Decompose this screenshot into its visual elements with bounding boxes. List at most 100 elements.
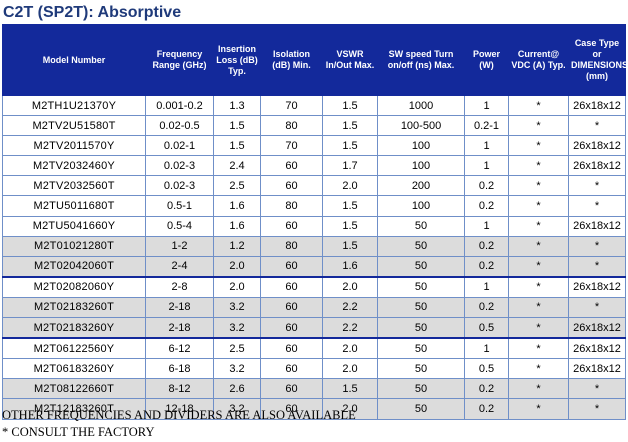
table-row: M2T06122560Y 6-12 2.5 60 2.0 50 1 * 26x18x12 [2, 337, 626, 360]
cell-vswr: 1.5 [322, 115, 378, 137]
cell-vswr: 2.0 [322, 175, 378, 197]
cell-case-type: 26x18x12 [568, 94, 626, 117]
cell-current: * [508, 296, 569, 319]
cell-frequency-range: 0.02-3 [145, 155, 214, 177]
cell-power: 1 [464, 337, 509, 360]
cell-isolation: 60 [260, 337, 323, 360]
cell-vswr: 2.2 [322, 296, 378, 319]
cell-case-type: 26x18x12 [568, 135, 626, 157]
cell-case-type: 26x18x12 [568, 155, 626, 177]
cell-current: * [508, 175, 569, 197]
cell-current: * [508, 275, 569, 298]
header-isolation: Isolation (dB) Min. [260, 24, 323, 96]
table-row: M2TV2032460Y 0.02-3 2.4 60 1.7 100 1 * 26x18x12 [2, 155, 626, 177]
cell-frequency-range: 6-18 [145, 358, 214, 380]
table-row: M2T02082060Y 2-8 2.0 60 2.0 50 1 * 26x18x12 [2, 275, 626, 298]
cell-case-type: 26x18x12 [568, 358, 626, 380]
cell-case-type: * [568, 255, 626, 278]
cell-isolation: 60 [260, 398, 323, 420]
cell-isolation: 60 [260, 358, 323, 380]
cell-frequency-range: 0.02-3 [145, 175, 214, 197]
cell-insertion-loss: 2.6 [213, 378, 261, 400]
cell-vswr: 1.5 [322, 378, 378, 400]
cell-sw-speed: 50 [377, 296, 465, 319]
header-model-number: Model Number [2, 24, 146, 96]
cell-frequency-range: 2-8 [145, 275, 214, 298]
table-row: M2TV2032560T 0.02-3 2.5 60 2.0 200 0.2 * * [2, 175, 626, 197]
cell-sw-speed: 50 [377, 255, 465, 278]
cell-insertion-loss: 1.5 [213, 135, 261, 157]
cell-case-type: 26x18x12 [568, 215, 626, 237]
cell-insertion-loss: 3.2 [213, 398, 261, 420]
cell-case-type: * [568, 175, 626, 197]
cell-case-type: * [568, 235, 626, 257]
cell-current: * [508, 215, 569, 237]
cell-model-number: M2T02183260T [2, 296, 146, 319]
cell-current: * [508, 195, 569, 217]
cell-vswr: 2.0 [322, 358, 378, 380]
cell-frequency-range: 0.001-0.2 [145, 94, 214, 117]
cell-power: 0.2 [464, 378, 509, 400]
table-row: M2T02042060T 2-4 2.0 60 1.6 50 0.2 * * [2, 255, 626, 278]
cell-model-number: M2TU5011680T [2, 195, 146, 217]
cell-isolation: 60 [260, 317, 323, 339]
cell-sw-speed: 50 [377, 235, 465, 257]
cell-frequency-range: 12-18 [145, 398, 214, 420]
table-row: M2T02183260Y 2-18 3.2 60 2.2 50 0.5 * 26x18x12 [2, 317, 626, 339]
cell-model-number: M2T12183260T [2, 398, 146, 420]
header-frequency-range: Frequency Range (GHz) [145, 24, 214, 96]
cell-frequency-range: 2-4 [145, 255, 214, 278]
cell-power: 1 [464, 94, 509, 117]
cell-power: 0.2 [464, 296, 509, 319]
cell-current: * [508, 358, 569, 380]
cell-sw-speed: 50 [377, 378, 465, 400]
cell-sw-speed: 100 [377, 135, 465, 157]
cell-power: 0.2 [464, 175, 509, 197]
cell-insertion-loss: 3.2 [213, 296, 261, 319]
cell-case-type: 26x18x12 [568, 317, 626, 339]
cell-vswr: 1.5 [322, 94, 378, 117]
cell-isolation: 80 [260, 195, 323, 217]
header-power: Power (W) [464, 24, 509, 96]
table-row: M2T08122660T 8-12 2.6 60 1.5 50 0.2 * * [2, 378, 626, 400]
cell-isolation: 60 [260, 296, 323, 319]
cell-isolation: 70 [260, 94, 323, 117]
cell-power: 0.5 [464, 317, 509, 339]
table-row: M2TV2U51580T 0.02-0.5 1.5 80 1.5 100-500 0.2-1… [2, 115, 626, 137]
cell-insertion-loss: 1.6 [213, 195, 261, 217]
cell-frequency-range: 0.02-1 [145, 135, 214, 157]
footer-note-consult: * CONSULT THE FACTORY [2, 425, 155, 439]
cell-power: 0.2 [464, 398, 509, 420]
cell-case-type: 26x18x12 [568, 275, 626, 298]
cell-vswr: 2.0 [322, 275, 378, 298]
cell-model-number: M2TH1U21370Y [2, 94, 146, 117]
cell-current: * [508, 337, 569, 360]
cell-model-number: M2TV2011570Y [2, 135, 146, 157]
cell-insertion-loss: 2.5 [213, 337, 261, 360]
page-title: C2T (SP2T): Absorptive [3, 4, 182, 21]
table-row: M2T06183260Y 6-18 3.2 60 2.0 50 0.5 * 26x18x12 [2, 358, 626, 380]
cell-model-number: M2T02042060T [2, 255, 146, 278]
header-vswr: VSWR In/Out Max. [322, 24, 378, 96]
cell-insertion-loss: 2.0 [213, 275, 261, 298]
cell-model-number: M2TV2U51580T [2, 115, 146, 137]
cell-power: 1 [464, 135, 509, 157]
cell-insertion-loss: 1.5 [213, 115, 261, 137]
cell-current: * [508, 94, 569, 117]
cell-power: 0.5 [464, 358, 509, 380]
cell-sw-speed: 1000 [377, 94, 465, 117]
cell-frequency-range: 2-18 [145, 317, 214, 339]
cell-vswr: 2.0 [322, 398, 378, 420]
cell-case-type: * [568, 296, 626, 319]
table-row: M2TH1U21370Y 0.001-0.2 1.3 70 1.5 1000 1 * 26x18… [2, 94, 626, 117]
table-body: M2TH1U21370Y 0.001-0.2 1.3 70 1.5 1000 1 * 26x18… [2, 94, 626, 420]
cell-isolation: 80 [260, 235, 323, 257]
cell-model-number: M2TV2032460Y [2, 155, 146, 177]
cell-power: 1 [464, 155, 509, 177]
header-insertion-loss: Insertion Loss (dB) Typ. [213, 24, 261, 96]
cell-sw-speed: 100-500 [377, 115, 465, 137]
cell-frequency-range: 8-12 [145, 378, 214, 400]
cell-current: * [508, 378, 569, 400]
header-sw-speed: SW speed Turn on/off (ns) Max. [377, 24, 465, 96]
cell-insertion-loss: 2.5 [213, 175, 261, 197]
